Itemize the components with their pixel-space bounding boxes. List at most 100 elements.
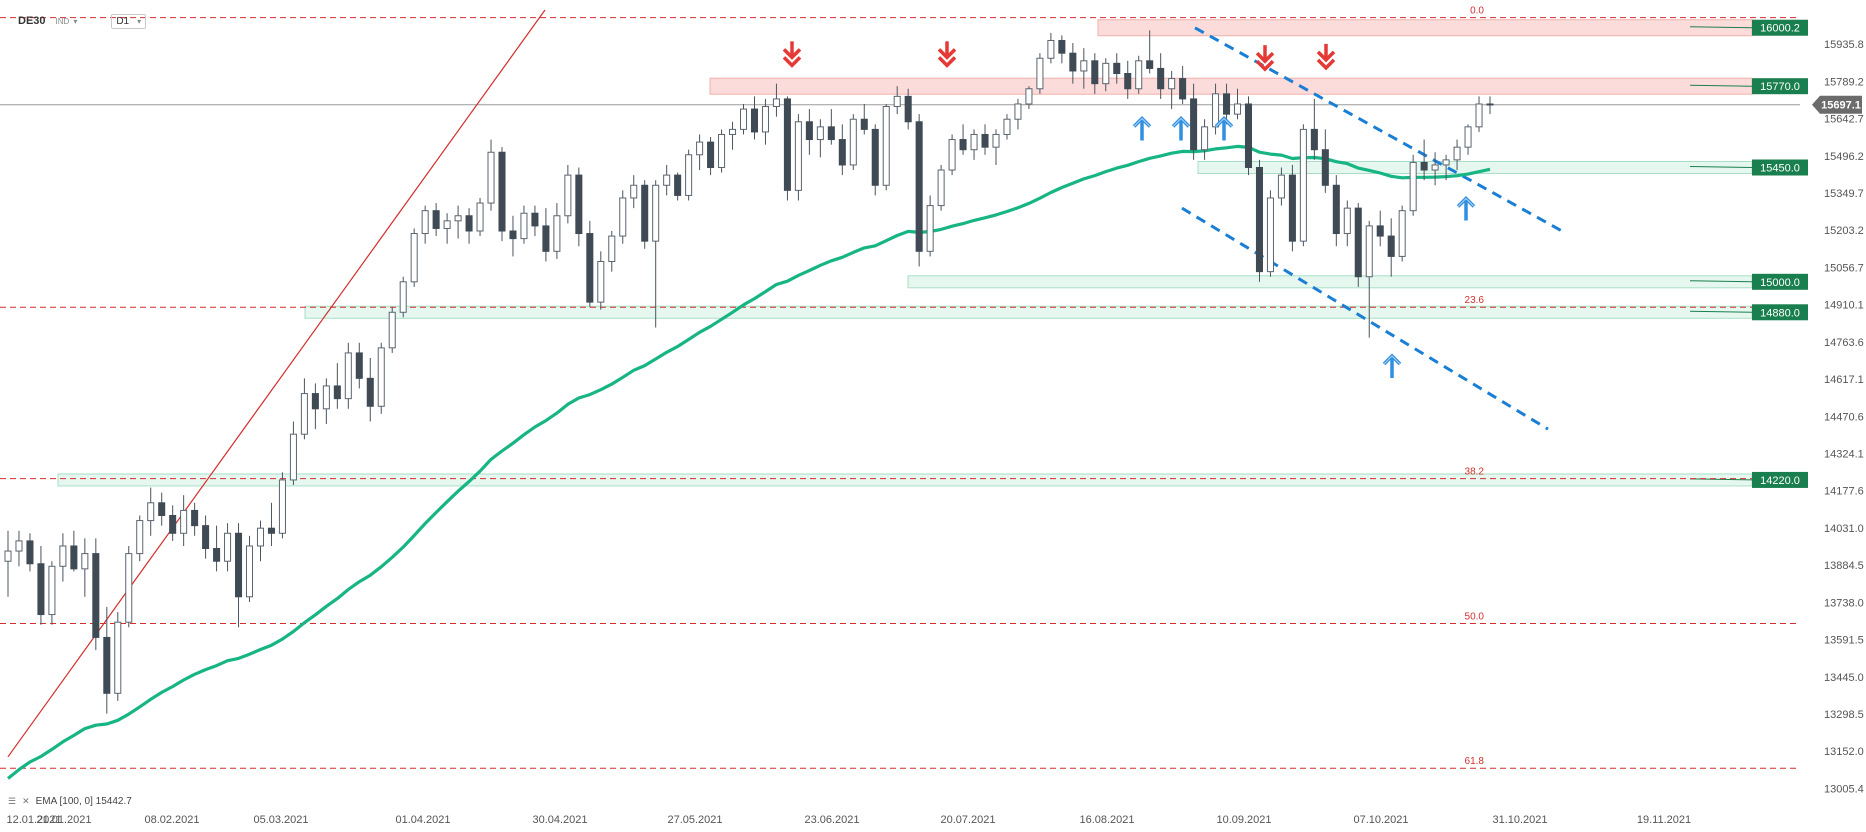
chart-header: DE30 IND ▾ D1 ▾ (0, 10, 147, 32)
candle-body (191, 509, 199, 527)
y-tick-label: 14763.6 (1824, 337, 1864, 349)
y-tick-label: 15642.7 (1824, 114, 1864, 126)
candle-body (15, 540, 23, 552)
y-tick-label: 15056.7 (1824, 262, 1864, 274)
timeframe-select[interactable]: D1 ▾ (111, 13, 147, 29)
candle-body (761, 106, 769, 133)
candle-body (915, 121, 923, 252)
candle-body (1398, 210, 1406, 257)
candle-body (300, 393, 308, 435)
chevron-down-icon[interactable]: ▾ (73, 16, 78, 26)
candle-body (509, 230, 517, 240)
channel-lower-line (1181, 206, 1549, 431)
candle-body (959, 139, 967, 151)
y-tick-label: 15789.2 (1824, 76, 1864, 88)
candle-body (59, 545, 67, 567)
candle-body (4, 550, 12, 562)
y-tick-label: 14031.0 (1824, 523, 1864, 535)
candle-body (597, 260, 605, 303)
candle-body (981, 133, 989, 148)
zone-badge-label: 14880.0 (1760, 307, 1800, 319)
y-tick-label: 15203.2 (1824, 225, 1864, 237)
candle-body (586, 233, 594, 303)
candle-body (1036, 57, 1044, 90)
x-tick-label: 30.04.2021 (532, 814, 587, 826)
arrow-down-icon (1255, 45, 1275, 72)
zone-connector (1689, 84, 1753, 87)
candle-body (772, 98, 780, 108)
candle-body (564, 174, 572, 217)
bars-icon[interactable]: ☰ (8, 796, 17, 806)
candle-body (1113, 62, 1121, 75)
candle-body (1146, 60, 1154, 69)
candle-body (256, 527, 265, 547)
chevron-down-icon: ▾ (137, 16, 142, 26)
y-tick-label: 13298.5 (1824, 709, 1864, 721)
arrow-down-icon (1316, 43, 1336, 71)
candle-body (718, 133, 726, 168)
candle-body (992, 133, 1000, 148)
zone-badge (1752, 273, 1808, 290)
y-tick-label: 15935.8 (1824, 39, 1864, 51)
candle-body (333, 385, 341, 400)
candle-body (1299, 128, 1307, 242)
x-tick-label: 07.10.2021 (1353, 814, 1408, 826)
candle-body (1080, 60, 1088, 72)
close-icon[interactable]: ✕ (22, 796, 30, 806)
candle-body (103, 636, 111, 694)
zone-connector (1689, 165, 1753, 168)
candle-body (1124, 73, 1132, 90)
candle-body (838, 139, 846, 166)
candle-body (443, 220, 451, 229)
candle-body (1233, 103, 1242, 115)
candle-body (739, 108, 748, 130)
candle-body (1201, 126, 1209, 151)
x-tick-label: 16.08.2021 (1079, 814, 1134, 826)
candle-body (849, 118, 857, 166)
candle-body (410, 233, 418, 283)
zone-band (907, 275, 1753, 289)
candle-body (542, 225, 550, 252)
fib-label: 50.0 (1465, 611, 1485, 622)
x-tick-label: 05.03.2021 (253, 814, 308, 826)
candle-body (465, 215, 473, 232)
candle-body (1442, 159, 1450, 166)
candle-body (81, 553, 89, 570)
y-tick-label: 14470.6 (1824, 411, 1864, 423)
candle-body (750, 108, 759, 133)
candle-body (871, 128, 879, 186)
candle-body (476, 202, 484, 232)
candle-body (432, 210, 440, 229)
candle-body (487, 151, 495, 204)
zone-badge-label: 15450.0 (1760, 162, 1800, 174)
x-tick-label: 21.01.2021 (36, 814, 91, 826)
candle-body (1277, 174, 1285, 199)
candle-body (37, 563, 45, 616)
x-tick-label: 12.01.2021 (6, 814, 61, 826)
candle-body (498, 151, 506, 232)
y-tick-label: 13884.5 (1824, 560, 1864, 572)
x-tick-label: 19.11.2021 (1637, 814, 1691, 826)
candle-body (696, 141, 704, 156)
last-price-badge (1812, 95, 1862, 114)
candle-body (125, 553, 133, 623)
y-tick-label: 14910.1 (1824, 300, 1864, 312)
candle-body (180, 509, 188, 534)
candle-body (136, 520, 144, 555)
y-tick-label: 15349.7 (1824, 188, 1864, 200)
x-tick-label: 23.06.2021 (804, 814, 859, 826)
y-tick-label: 14617.1 (1824, 374, 1864, 386)
candle-body (948, 139, 956, 171)
candle-body (1343, 207, 1351, 235)
candle-body (1354, 207, 1362, 278)
zone-badge-label: 15770.0 (1760, 81, 1800, 93)
candle-body (970, 133, 978, 151)
symbol-label[interactable]: DE30 (18, 15, 46, 27)
candle-body (202, 525, 210, 550)
candle-body (1266, 197, 1274, 273)
zone-badge (1752, 78, 1808, 95)
x-tick-label: 08.02.2021 (144, 814, 199, 826)
candle-body (1168, 78, 1176, 90)
candle-body (1091, 60, 1099, 85)
